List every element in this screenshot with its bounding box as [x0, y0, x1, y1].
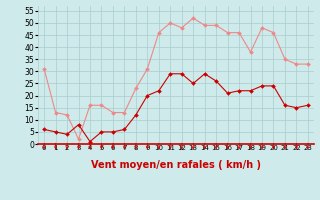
X-axis label: Vent moyen/en rafales ( km/h ): Vent moyen/en rafales ( km/h )	[91, 160, 261, 170]
